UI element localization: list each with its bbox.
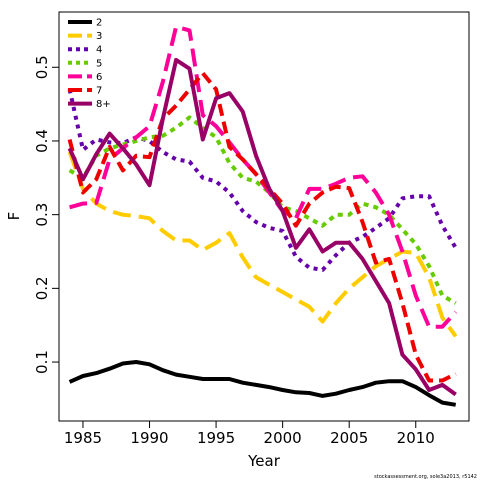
y-axis: 0.1 0.2 0.3 0.4 0.5 [33, 55, 59, 374]
y-axis-title: F [5, 212, 23, 221]
x-tick-label: 1995 [197, 429, 235, 447]
legend: 2 3 4 5 6 7 8+ [68, 18, 111, 110]
legend-label: 5 [96, 58, 102, 69]
x-tick-label: 1990 [130, 429, 168, 447]
y-tick-label: 0.5 [33, 55, 51, 79]
x-tick-label: 2000 [264, 429, 302, 447]
x-tick-label: 1985 [64, 429, 102, 447]
series-line-2 [68, 360, 457, 407]
y-tick-label: 0.1 [33, 350, 51, 374]
legend-label: 8+ [96, 99, 111, 110]
series-line-7 [67, 71, 457, 383]
plot-frame [58, 11, 470, 422]
x-axis-title: Year [247, 452, 281, 470]
y-tick-label: 0.2 [33, 276, 51, 300]
x-tick-label: 2010 [397, 429, 435, 447]
legend-label: 7 [96, 86, 102, 97]
legend-label: 3 [96, 31, 102, 42]
x-tick-label: 2005 [330, 429, 368, 447]
series-line-8plus [67, 57, 457, 397]
legend-label: 4 [96, 45, 102, 56]
legend-label: 6 [96, 72, 102, 83]
y-tick-label: 0.3 [33, 203, 51, 227]
x-axis: 1985 1990 1995 2000 2005 2010 [64, 421, 435, 447]
y-tick-label: 0.4 [33, 129, 51, 153]
caption: stockassessment.org, sole3a2013, r5142 [374, 474, 477, 480]
series-line-3 [67, 151, 458, 338]
series-layer [67, 24, 458, 407]
legend-label: 2 [96, 18, 102, 29]
